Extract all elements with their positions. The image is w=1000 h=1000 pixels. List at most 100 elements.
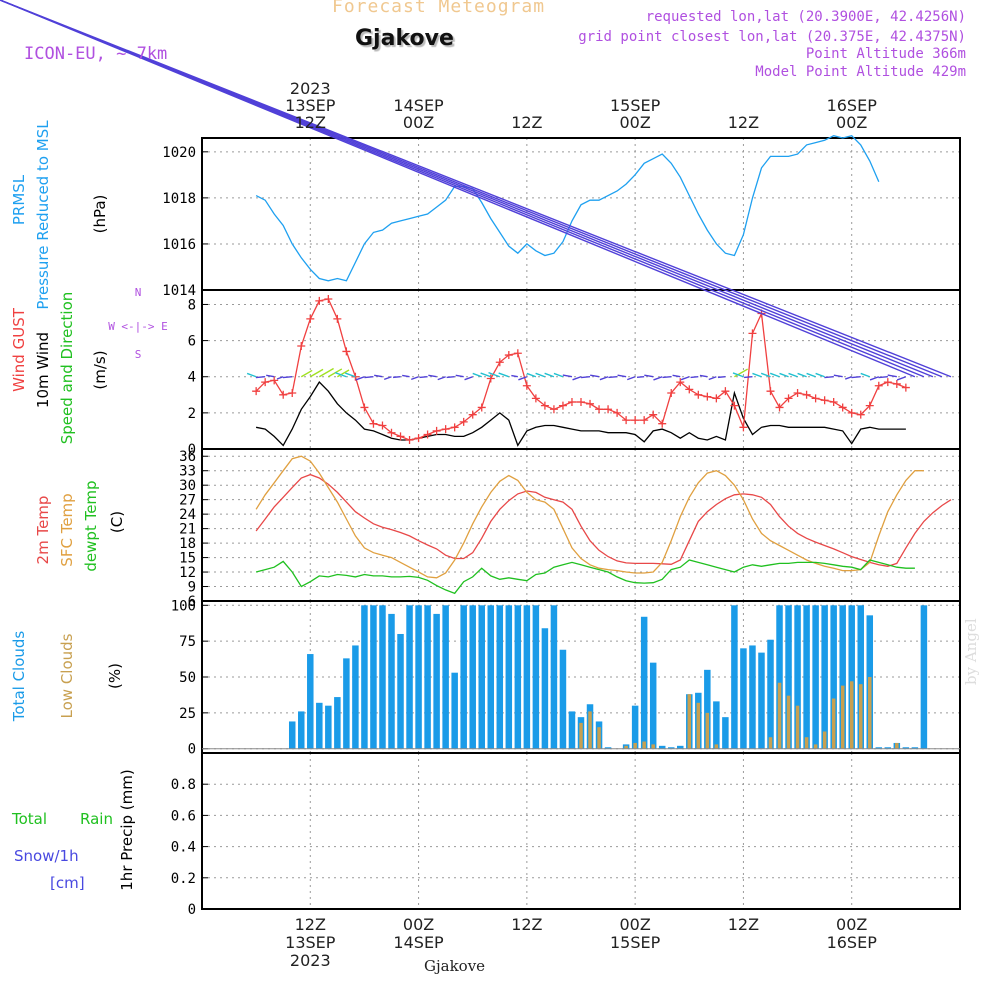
total-cloud-bar: [523, 605, 531, 749]
total-cloud-bar: [442, 605, 449, 749]
total-cloud-bar: [352, 645, 359, 749]
low-cloud-bar: [840, 685, 845, 749]
time-label-bottom: 00Z: [619, 915, 650, 934]
gust-point: [495, 358, 504, 367]
gust-point: [504, 351, 513, 360]
time-label-bottom: 16SEP: [827, 933, 878, 952]
wind-direction-arrow: [345, 372, 356, 378]
total-cloud-bar: [568, 711, 576, 749]
time-label-top: 12Z: [295, 113, 326, 132]
wind-direction-arrow: [266, 374, 275, 378]
gust-point: [622, 416, 631, 425]
total-cloud-bar: [821, 605, 828, 749]
precip-snow-unit: [cm]: [50, 874, 85, 892]
wind-direction-arrow: [797, 372, 807, 378]
y-tick-label: 1016: [162, 237, 196, 253]
low-cloud-bar: [687, 694, 692, 749]
time-label-top: 12Z: [728, 113, 759, 132]
y-tick-label: 15: [179, 551, 196, 567]
wind-speed-dir-label: Speed and Direction: [58, 292, 76, 445]
wind-direction-arrow: [744, 376, 753, 379]
wind-direction-arrow: [680, 376, 690, 381]
low-cloud-bar: [777, 682, 782, 749]
gust-point: [739, 423, 748, 432]
gust-point: [649, 410, 658, 419]
gust-point: [847, 408, 856, 417]
total-cloud-bar: [857, 605, 864, 749]
gust-point: [766, 387, 775, 396]
low-cloud-bar: [624, 745, 628, 749]
y-tick-label: 8: [188, 297, 196, 313]
total-cloud-bar: [884, 747, 892, 749]
y-tick-label: 21: [179, 522, 196, 538]
wind-direction-arrow: [544, 372, 555, 378]
total-cloud-bar: [776, 605, 783, 749]
y-tick-label: 27: [179, 493, 196, 509]
gust-point: [387, 428, 396, 437]
wind-direction-arrow: [672, 374, 681, 378]
low-cloud-bar: [714, 744, 719, 749]
wind-direction-arrow: [300, 369, 313, 378]
pressure-line: [255, 134, 880, 282]
time-label-bottom: 2023: [290, 951, 331, 970]
gust-point: [883, 378, 892, 387]
wind-direction-arrow: [255, 376, 266, 379]
gust-point: [432, 426, 441, 435]
gust-point: [306, 314, 315, 323]
total-cloud-bar: [388, 613, 395, 749]
total-cloud-bar: [406, 605, 413, 749]
total-cloud-bar: [487, 605, 495, 749]
wind-direction-arrow: [246, 372, 257, 378]
gust-point: [297, 342, 306, 351]
wind-direction-arrow: [590, 374, 600, 378]
total-cloud-bar: [460, 605, 467, 749]
y-tick-label: 1020: [162, 145, 196, 161]
wind-direction-arrow: [455, 374, 464, 378]
total-cloud-bar: [334, 697, 341, 749]
total-cloud-bar: [839, 605, 846, 749]
wind-10m-label: 10m Wind: [34, 332, 52, 408]
total-cloud-bar: [550, 605, 558, 749]
gust-point: [640, 416, 649, 425]
precip-unit: 1hr Precip (mm): [118, 769, 136, 890]
wind-direction-arrow: [498, 372, 510, 378]
wind-direction-arrow: [599, 376, 609, 381]
low-cloud-bar: [786, 695, 791, 749]
gust-point: [613, 408, 622, 417]
gust-point: [261, 378, 270, 387]
total-cloud-bar: [505, 605, 513, 749]
total-cloud-bar: [640, 616, 648, 749]
total-cloud-bar: [649, 662, 657, 749]
total-cloud-bar: [803, 605, 810, 749]
total-cloud-bar: [397, 633, 404, 749]
precip-rain-label: Rain: [80, 810, 113, 828]
wind-direction-arrow: [392, 376, 401, 379]
wind-direction-arrow: [653, 376, 663, 381]
total-cloud-bar: [415, 605, 422, 749]
wind-direction-arrow: [419, 376, 428, 379]
gust-point: [802, 390, 811, 399]
low-cloud-bar: [651, 744, 655, 749]
gust-point: [423, 430, 432, 439]
low-cloud-bar: [642, 741, 646, 749]
wind-direction-arrow: [437, 376, 446, 381]
y-tick-label: 0: [188, 442, 196, 458]
gust-point: [342, 347, 351, 356]
temp-2m-label: 2m Temp: [34, 496, 52, 565]
gust-point: [405, 435, 414, 444]
gust-point: [360, 403, 369, 412]
total-cloud-bar: [749, 645, 756, 749]
model-label: ICON-EU, ~ 7km: [24, 44, 168, 64]
gust-point: [892, 379, 901, 388]
wind-direction-arrow: [526, 372, 537, 378]
wind-direction-arrow: [337, 369, 350, 378]
gust-point: [558, 401, 567, 410]
wind-direction-arrow: [553, 372, 564, 378]
pressure-unit: (hPa): [91, 195, 109, 234]
total-cloud-bar: [667, 747, 675, 749]
y-tick-label: 12: [179, 565, 196, 581]
time-label-bottom: 13SEP: [285, 933, 336, 952]
gust-point: [540, 401, 549, 410]
y-tick-label: 36: [179, 449, 196, 465]
